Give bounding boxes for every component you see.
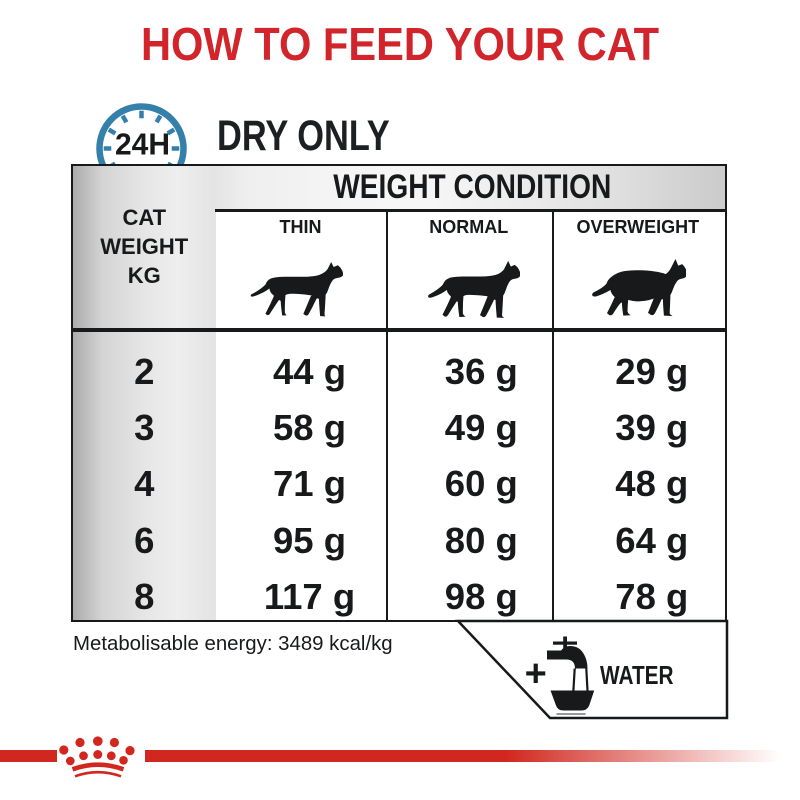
- svg-text:24H: 24H: [115, 127, 170, 162]
